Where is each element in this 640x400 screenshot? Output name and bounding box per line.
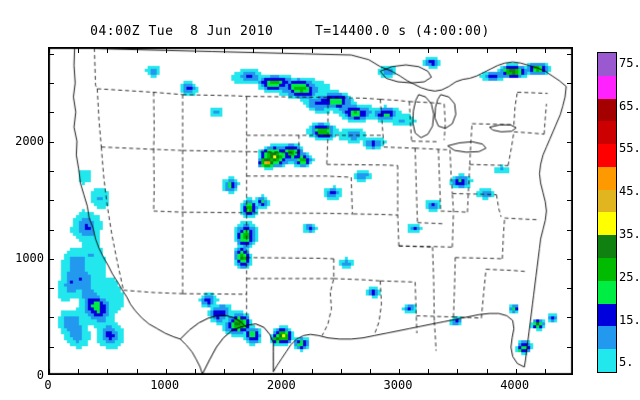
y-axis-tick [567,317,572,319]
colorbar-band [598,258,616,281]
x-axis-label: 3000 [383,378,413,392]
colorbar-band [598,98,616,122]
x-axis-label: 4000 [500,378,530,392]
x-axis-tick [428,48,430,53]
y-axis-tick [49,171,54,172]
y-axis-tick [49,200,54,202]
y-axis-tick [567,53,572,55]
y-axis-tick [567,346,572,348]
colorbar-band [598,121,616,145]
colorbar-band [598,75,616,99]
x-axis-tick [428,369,430,374]
x-axis-tick [457,369,459,374]
x-axis-tick [340,48,342,53]
y-axis-tick [49,288,54,290]
colorbar-label: 25. [619,269,640,284]
y-axis-tick [49,258,54,260]
x-axis-tick [544,369,546,374]
x-axis-tick [49,48,50,53]
y-axis-label-text: 2000 [15,133,44,148]
x-axis-label: 2000 [266,378,296,392]
x-axis-tick [340,369,342,374]
x-axis-tick [486,48,488,53]
x-axis-tick [194,369,196,374]
y-axis-tick [567,288,572,290]
colorbar-band [598,53,616,76]
y-axis-tick [567,171,572,172]
colorbar-band [598,326,616,350]
x-axis-tick [136,48,138,53]
x-axis-tick [253,48,255,53]
x-axis-tick [253,369,255,374]
y-axis-label-text: 0 [36,368,44,382]
x-axis-label: 1000 [150,378,180,392]
x-axis-tick [369,48,371,53]
x-axis-tick [136,369,138,374]
colorbar-band [598,349,616,372]
x-axis-tick [369,369,371,374]
y-axis-tick [567,141,572,143]
x-axis-label: 0 [44,378,52,392]
x-axis-tick [311,48,313,53]
x-axis-tick [224,369,225,374]
x-axis-tick [194,48,196,53]
x-axis-tick [486,369,488,374]
y-axis-tick [49,83,54,85]
colorbar-label: 35. [619,226,640,241]
colorbar-labels: 75. 65. 55. 45. 35. 25. 15. 5. [619,52,640,373]
x-axis-tick [282,369,284,374]
x-axis-tick [107,369,109,374]
y-axis-tick [49,346,54,348]
colorbar-label: 65. [619,98,640,113]
x-axis-tick [515,48,517,53]
radar-reflectivity-map [49,48,572,374]
colorbar [597,52,617,373]
y-axis-label: 0 [37,368,51,382]
colorbar-band [598,303,616,327]
x-axis-tick [515,369,517,374]
colorbar-band [598,166,616,190]
colorbar-label: 75. [619,55,640,70]
y-axis-tick [567,112,572,114]
x-axis-tick [78,48,80,53]
colorbar-label: 55. [619,141,640,156]
x-axis-tick [399,369,400,374]
x-axis-tick [544,48,546,53]
colorbar-label: 45. [619,184,640,199]
colorbar-band [598,212,616,236]
x-axis-tick [399,48,400,53]
x-axis-tick [78,369,80,374]
colorbar-band [598,144,616,167]
y-axis-tick [567,258,572,260]
x-axis-tick [107,48,109,53]
colorbar-label: 5. [619,355,634,370]
x-axis-tick [165,48,167,53]
y-axis-tick [567,200,572,202]
y-axis-label: 1000 [15,251,73,265]
y-axis-label-text: 1000 [15,250,44,265]
map-plot-area [48,47,573,375]
x-axis-tick [49,369,50,374]
colorbar-label: 15. [619,312,640,327]
y-axis-tick [49,53,54,55]
y-axis-label: 2000 [15,134,73,148]
colorbar-band [598,235,616,259]
x-axis-tick [311,369,313,374]
x-axis-tick [457,48,459,53]
x-axis-tick [282,48,284,53]
colorbar-band [598,189,616,213]
y-axis-tick [49,141,54,143]
y-axis-tick [49,112,54,114]
x-axis-tick [165,369,167,374]
y-axis-tick [567,83,572,85]
y-axis-tick [49,317,54,319]
page-title: 04:00Z Tue 8 Jun 2010 T=14400.0 s (4:00:… [90,24,490,39]
y-axis-tick [567,229,572,231]
y-axis-tick [49,229,54,231]
x-axis-tick [224,48,225,53]
colorbar-band [598,280,616,304]
